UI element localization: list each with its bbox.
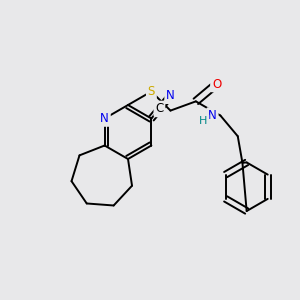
Text: N: N <box>100 112 109 125</box>
Text: C: C <box>155 102 164 116</box>
Text: H: H <box>199 116 208 125</box>
Text: O: O <box>212 77 221 91</box>
Text: N: N <box>166 89 175 102</box>
Text: S: S <box>148 85 155 98</box>
Text: N: N <box>208 109 217 122</box>
